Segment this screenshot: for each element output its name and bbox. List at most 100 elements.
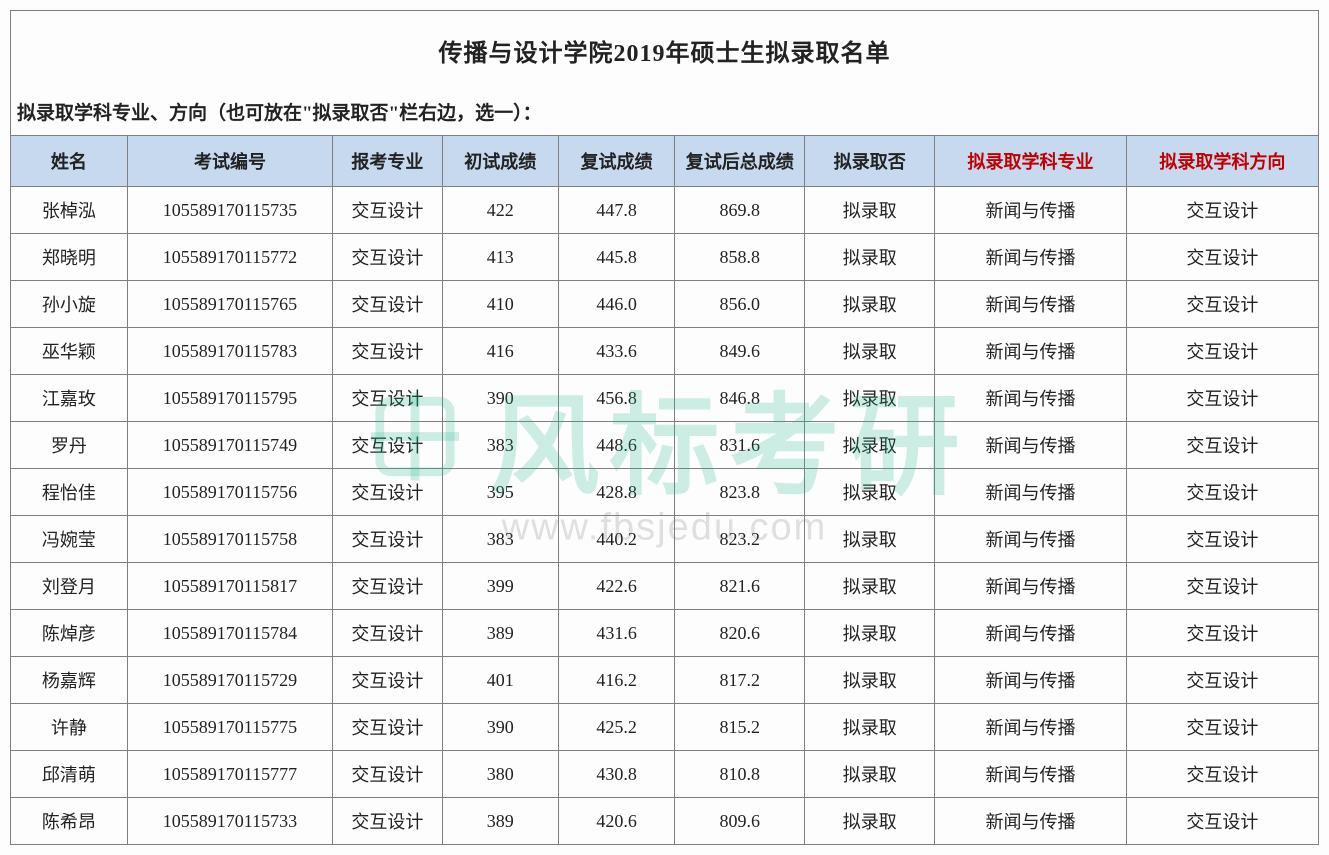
cell-major: 交互设计: [333, 281, 442, 328]
cell-s2: 431.6: [558, 610, 674, 657]
table-row: 邱清萌105589170115777交互设计380430.8810.8拟录取新闻…: [11, 751, 1318, 798]
cell-s2: 456.8: [558, 375, 674, 422]
cell-major: 交互设计: [333, 469, 442, 516]
cell-major: 交互设计: [333, 422, 442, 469]
cell-major: 交互设计: [333, 751, 442, 798]
cell-admit: 拟录取: [805, 187, 935, 234]
cell-subj: 新闻与传播: [935, 798, 1127, 845]
cell-name: 杨嘉辉: [11, 657, 127, 704]
cell-subj: 新闻与传播: [935, 563, 1127, 610]
cell-major: 交互设计: [333, 610, 442, 657]
cell-name: 罗丹: [11, 422, 127, 469]
cell-id: 105589170115735: [127, 187, 332, 234]
cell-admit: 拟录取: [805, 704, 935, 751]
cell-total: 817.2: [675, 657, 805, 704]
cell-name: 张棹泓: [11, 187, 127, 234]
cell-id: 105589170115784: [127, 610, 332, 657]
cell-admit: 拟录取: [805, 798, 935, 845]
cell-subj: 新闻与传播: [935, 516, 1127, 563]
cell-id: 105589170115749: [127, 422, 332, 469]
cell-admit: 拟录取: [805, 234, 935, 281]
cell-s1: 413: [442, 234, 558, 281]
cell-subj: 新闻与传播: [935, 704, 1127, 751]
cell-subj: 新闻与传播: [935, 234, 1127, 281]
cell-total: 821.6: [675, 563, 805, 610]
cell-major: 交互设计: [333, 234, 442, 281]
cell-s1: 399: [442, 563, 558, 610]
cell-dir: 交互设计: [1126, 704, 1318, 751]
cell-subj: 新闻与传播: [935, 187, 1127, 234]
cell-total: 820.6: [675, 610, 805, 657]
cell-s1: 389: [442, 798, 558, 845]
table-row: 陈希昂105589170115733交互设计389420.6809.6拟录取新闻…: [11, 798, 1318, 845]
cell-admit: 拟录取: [805, 375, 935, 422]
cell-total: 869.8: [675, 187, 805, 234]
cell-s1: 390: [442, 704, 558, 751]
cell-dir: 交互设计: [1126, 281, 1318, 328]
cell-id: 105589170115783: [127, 328, 332, 375]
table-row: 郑晓明105589170115772交互设计413445.8858.8拟录取新闻…: [11, 234, 1318, 281]
cell-major: 交互设计: [333, 516, 442, 563]
cell-id: 105589170115775: [127, 704, 332, 751]
cell-major: 交互设计: [333, 328, 442, 375]
table-row: 许静105589170115775交互设计390425.2815.2拟录取新闻与…: [11, 704, 1318, 751]
cell-dir: 交互设计: [1126, 516, 1318, 563]
cell-admit: 拟录取: [805, 751, 935, 798]
cell-dir: 交互设计: [1126, 610, 1318, 657]
page-subtitle: 拟录取学科专业、方向（也可放在"拟录取否"栏右边，选一）：: [11, 90, 1318, 135]
cell-s1: 383: [442, 422, 558, 469]
page-title: 传播与设计学院2019年硕士生拟录取名单: [11, 11, 1318, 90]
document-container: 传播与设计学院2019年硕士生拟录取名单 拟录取学科专业、方向（也可放在"拟录取…: [10, 10, 1319, 845]
cell-s1: 410: [442, 281, 558, 328]
cell-dir: 交互设计: [1126, 563, 1318, 610]
cell-total: 831.6: [675, 422, 805, 469]
cell-name: 刘登月: [11, 563, 127, 610]
cell-s2: 448.6: [558, 422, 674, 469]
cell-major: 交互设计: [333, 704, 442, 751]
cell-name: 许静: [11, 704, 127, 751]
cell-admit: 拟录取: [805, 563, 935, 610]
cell-subj: 新闻与传播: [935, 281, 1127, 328]
cell-s1: 390: [442, 375, 558, 422]
cell-admit: 拟录取: [805, 610, 935, 657]
column-header: 初试成绩: [442, 136, 558, 187]
cell-subj: 新闻与传播: [935, 610, 1127, 657]
cell-s2: 445.8: [558, 234, 674, 281]
cell-s2: 446.0: [558, 281, 674, 328]
table-row: 罗丹105589170115749交互设计383448.6831.6拟录取新闻与…: [11, 422, 1318, 469]
cell-admit: 拟录取: [805, 281, 935, 328]
cell-id: 105589170115765: [127, 281, 332, 328]
cell-total: 823.8: [675, 469, 805, 516]
cell-dir: 交互设计: [1126, 422, 1318, 469]
cell-dir: 交互设计: [1126, 798, 1318, 845]
cell-id: 105589170115777: [127, 751, 332, 798]
column-header: 拟录取学科方向: [1126, 136, 1318, 187]
table-row: 巫华颖105589170115783交互设计416433.6849.6拟录取新闻…: [11, 328, 1318, 375]
cell-dir: 交互设计: [1126, 657, 1318, 704]
cell-s2: 440.2: [558, 516, 674, 563]
cell-id: 105589170115733: [127, 798, 332, 845]
column-header: 复试后总成绩: [675, 136, 805, 187]
cell-s1: 389: [442, 610, 558, 657]
cell-s2: 425.2: [558, 704, 674, 751]
cell-admit: 拟录取: [805, 516, 935, 563]
table-row: 冯婉莹105589170115758交互设计383440.2823.2拟录取新闻…: [11, 516, 1318, 563]
cell-admit: 拟录取: [805, 657, 935, 704]
cell-name: 巫华颖: [11, 328, 127, 375]
cell-subj: 新闻与传播: [935, 328, 1127, 375]
cell-id: 105589170115756: [127, 469, 332, 516]
cell-s2: 447.8: [558, 187, 674, 234]
cell-s2: 420.6: [558, 798, 674, 845]
cell-major: 交互设计: [333, 798, 442, 845]
cell-total: 809.6: [675, 798, 805, 845]
cell-name: 陈焯彦: [11, 610, 127, 657]
table-row: 程怡佳105589170115756交互设计395428.8823.8拟录取新闻…: [11, 469, 1318, 516]
cell-s1: 416: [442, 328, 558, 375]
cell-subj: 新闻与传播: [935, 751, 1127, 798]
cell-id: 105589170115772: [127, 234, 332, 281]
table-row: 张棹泓105589170115735交互设计422447.8869.8拟录取新闻…: [11, 187, 1318, 234]
cell-s2: 416.2: [558, 657, 674, 704]
cell-total: 858.8: [675, 234, 805, 281]
table-row: 江嘉玫105589170115795交互设计390456.8846.8拟录取新闻…: [11, 375, 1318, 422]
cell-dir: 交互设计: [1126, 375, 1318, 422]
